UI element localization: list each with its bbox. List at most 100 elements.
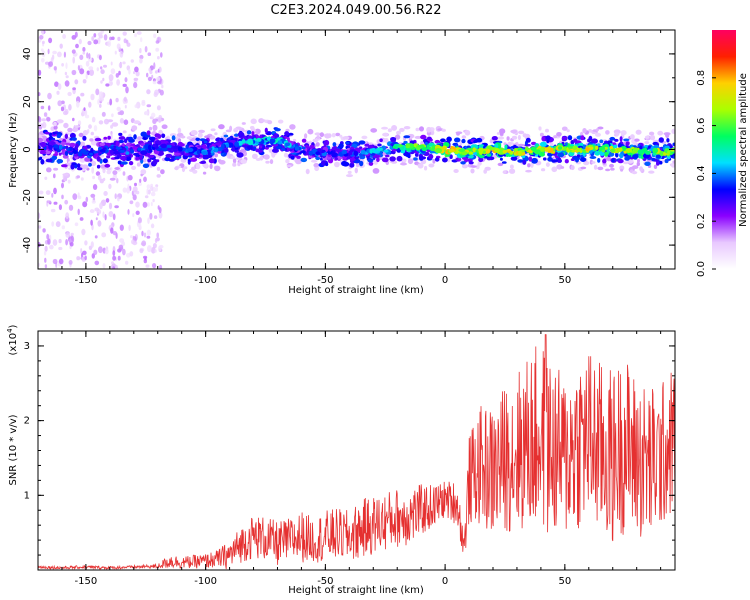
spectrogram-ridge-mark bbox=[128, 136, 133, 140]
spectrogram-ridge-mark bbox=[196, 149, 201, 155]
spectrogram-ridge-mark bbox=[566, 149, 571, 153]
spectrogram-ridge-mark bbox=[201, 151, 209, 155]
spectrogram-ridge-mark bbox=[300, 157, 308, 163]
spectrogram-noise-speck bbox=[47, 92, 52, 100]
spectrogram-noise-speck bbox=[118, 62, 123, 68]
spectrogram-ridge-mark bbox=[572, 155, 578, 160]
spectrogram-ridge-mark bbox=[446, 156, 451, 163]
spectrogram-panel: -150 -100 -50 0 50 -40 -20 0 20 40 Height of str… bbox=[8, 29, 676, 296]
spectrogram-noise-speck bbox=[41, 58, 45, 63]
spectrogram-ridge-mark bbox=[359, 160, 364, 167]
spectrogram-noise-speck bbox=[108, 74, 114, 82]
spectrogram-noise-speck bbox=[114, 50, 117, 55]
spectrogram-noise-speck bbox=[132, 186, 138, 193]
spectrogram-ridge-mark bbox=[517, 134, 521, 141]
spectrogram-ridge-mark bbox=[613, 144, 618, 149]
spectrogram-ridge-mark bbox=[449, 154, 453, 159]
spectrogram-noise-speck bbox=[88, 53, 91, 60]
spectrogram-ridge-mark bbox=[122, 130, 127, 134]
spectrogram-ridge-mark bbox=[557, 157, 562, 163]
spectrogram-noise-speck bbox=[147, 217, 150, 224]
spectrogram-ridge-mark bbox=[376, 157, 380, 162]
spectrogram-ridge-mark bbox=[53, 121, 57, 127]
spectrogram-noise-speck bbox=[117, 111, 122, 116]
spectrogram-ridge-mark bbox=[265, 144, 273, 148]
spectrogram-noise-speck bbox=[130, 235, 133, 239]
spectrogram-ridge-mark bbox=[394, 134, 401, 140]
spectrogram-ridge-mark bbox=[230, 156, 236, 160]
spectrogram-noise-speck bbox=[82, 47, 86, 52]
snr-x-tick-label: -100 bbox=[194, 576, 217, 587]
spectrogram-ridge-mark bbox=[78, 132, 84, 138]
spectrogram-noise-speck bbox=[71, 49, 76, 54]
spectrogram-ridge-mark bbox=[68, 152, 74, 156]
spectrogram-ridge-mark bbox=[472, 147, 477, 153]
spectrogram-ridge-mark bbox=[133, 120, 141, 124]
spectrogram-noise-speck bbox=[82, 201, 88, 208]
spectrogram-ridge-mark bbox=[208, 158, 215, 164]
spectrogram-ridge-mark bbox=[614, 138, 619, 142]
spectrogram-ridge-mark bbox=[278, 119, 284, 124]
spectrogram-ridge-mark bbox=[348, 150, 353, 156]
spectrogram-noise-speck bbox=[134, 104, 138, 108]
spectrogram-noise-speck bbox=[75, 43, 79, 49]
spectrogram-noise-speck bbox=[56, 90, 60, 95]
spectrogram-noise-speck bbox=[61, 182, 64, 189]
spectrogram-noise-speck bbox=[147, 189, 151, 195]
spectrogram-ridge-mark bbox=[76, 175, 80, 179]
spectrogram-ridge-mark bbox=[667, 150, 671, 155]
spectrogram-ridge-mark bbox=[152, 158, 158, 165]
spectrogram-ridge-mark bbox=[88, 124, 92, 129]
spectrogram-ridge-mark bbox=[377, 143, 382, 147]
spectrogram-ridge-mark bbox=[332, 142, 337, 147]
spectrogram-noise-speck bbox=[112, 255, 116, 261]
spectrogram-ridge-mark bbox=[545, 135, 551, 141]
spectrogram-noise-speck bbox=[108, 202, 113, 210]
spectrogram-noise-speck bbox=[38, 69, 42, 76]
spectrogram-ridge-mark bbox=[301, 138, 307, 143]
spectrogram-ridge-mark bbox=[533, 149, 541, 155]
snr-x-tick-label: 0 bbox=[442, 576, 448, 587]
spectrogram-ridge-mark bbox=[407, 158, 414, 165]
spectrogram-ridge-mark bbox=[125, 142, 131, 147]
spectrogram-ridge-mark bbox=[593, 164, 598, 170]
spectrogram-noise-speck bbox=[77, 208, 80, 215]
spectrogram-ridge-mark bbox=[225, 143, 230, 148]
spectrogram-noise-speck bbox=[70, 232, 74, 236]
spectrogram-ridge-mark bbox=[434, 157, 440, 162]
spectrogram-ridge-mark bbox=[440, 138, 446, 143]
spectrogram-noise-speck bbox=[100, 69, 105, 75]
spectrogram-ridge-mark bbox=[530, 146, 536, 151]
colorbar-tick-label: 0.4 bbox=[696, 165, 707, 181]
spectrogram-ridge-mark bbox=[319, 157, 323, 161]
spectrogram-ridge-mark bbox=[107, 119, 114, 123]
spectrogram-ridge-mark bbox=[545, 128, 549, 133]
spectrogram-noise-speck bbox=[123, 119, 129, 125]
spectrogram-noise-speck bbox=[144, 46, 148, 53]
spectrogram-ridge-mark bbox=[461, 135, 467, 139]
spectrogram-ridge-mark bbox=[453, 169, 459, 173]
spectrogram-ridge-mark bbox=[354, 167, 358, 174]
spectrogram-noise-speck bbox=[90, 219, 93, 226]
spectrogram-ridge-mark bbox=[597, 158, 601, 163]
spectrogram-ridge-mark bbox=[113, 150, 120, 155]
spectrogram-ridge-mark bbox=[396, 130, 401, 135]
spectrogram-noise-speck bbox=[91, 167, 95, 174]
spectrogram-noise-speck bbox=[159, 264, 163, 269]
spectrogram-noise-speck bbox=[135, 71, 140, 77]
spectrogram-ridge-mark bbox=[214, 153, 219, 158]
spectrogram-ridge-mark bbox=[511, 135, 518, 140]
spectrogram-noise-speck bbox=[44, 245, 48, 252]
spectrogram-noise-speck bbox=[74, 222, 79, 227]
spectrogram-noise-speck bbox=[155, 47, 160, 52]
spectrogram-noise-speck bbox=[104, 248, 109, 255]
spectrogram-noise-speck bbox=[153, 62, 156, 70]
spectrogram-ridge-mark bbox=[571, 149, 576, 153]
spectrogram-noise-speck bbox=[68, 204, 74, 211]
spectrogram-ridge-mark bbox=[588, 129, 593, 133]
spectrogram-noise-speck bbox=[157, 56, 160, 60]
spectrogram-ridge-mark bbox=[63, 177, 68, 182]
spectrogram-noise-speck bbox=[158, 245, 162, 252]
spectrogram-ridge-mark bbox=[608, 152, 615, 157]
spectrogram-noise-speck bbox=[121, 241, 125, 247]
